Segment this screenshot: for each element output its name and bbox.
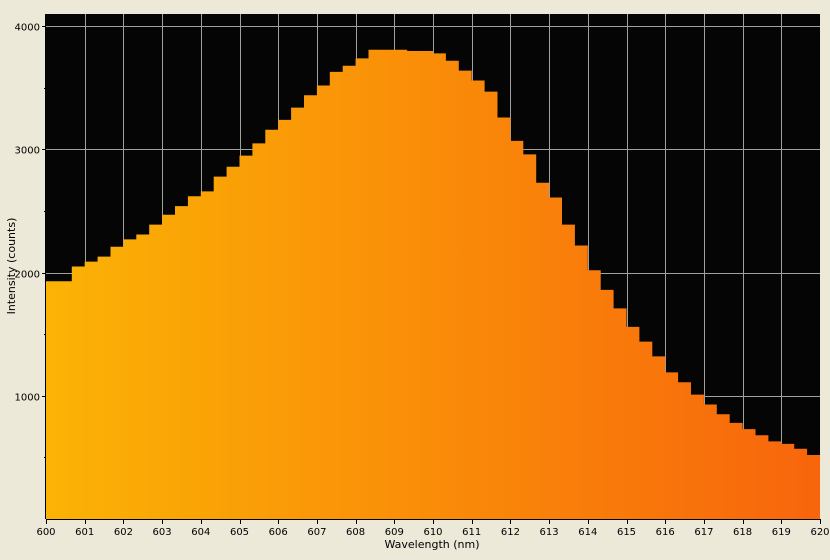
x-tick-label: 611 [462, 527, 481, 538]
x-tick-label: 609 [385, 527, 404, 538]
x-tick-label: 610 [423, 527, 442, 538]
axes: 600 601 602 603 604 605 606 607 608 609 610 611 612 6… [15, 14, 830, 538]
x-tick-label: 607 [307, 527, 326, 538]
y-tick-label: 3000 [15, 146, 40, 157]
x-tick-label: 619 [772, 527, 791, 538]
x-tick-label: 602 [114, 527, 133, 538]
x-tick-label: 601 [75, 527, 94, 538]
x-tick-label: 616 [656, 527, 675, 538]
x-tick-label: 603 [153, 527, 172, 538]
x-tick-label: 605 [230, 527, 249, 538]
x-tick-label: 612 [501, 527, 520, 538]
y-tick-label: 2000 [15, 270, 40, 281]
x-tick-label: 613 [540, 527, 559, 538]
x-tick-label: 614 [578, 527, 597, 538]
x-tick-label: 606 [269, 527, 288, 538]
x-tick-label: 617 [694, 527, 713, 538]
y-axis-label: Intensity (counts) [5, 218, 18, 315]
x-tick-label: 600 [36, 527, 55, 538]
x-tick-label: 620 [810, 527, 829, 538]
x-tick-label: 604 [191, 527, 210, 538]
x-tick-label: 615 [617, 527, 636, 538]
x-tick-label: 618 [733, 527, 752, 538]
y-tick-label: 1000 [15, 393, 40, 404]
x-tick-label: 608 [346, 527, 365, 538]
y-tick-label: 4000 [15, 23, 40, 34]
spectrum-area [46, 49, 820, 519]
x-axis-label: Wavelength (nm) [384, 538, 479, 551]
